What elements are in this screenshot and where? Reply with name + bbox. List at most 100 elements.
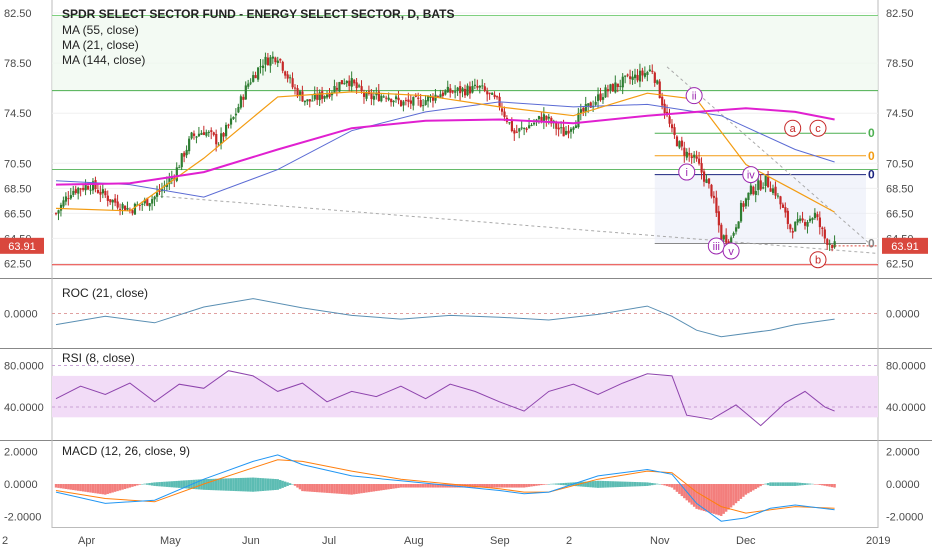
candle-body: [614, 82, 617, 93]
candle-body: [754, 190, 757, 195]
candle-body: [464, 88, 467, 96]
x-tick-label: Aug: [404, 535, 424, 547]
wave-marker: [809, 119, 827, 137]
macd-hist-bar: [619, 481, 622, 488]
macd-hist-bar: [419, 484, 422, 488]
macd-hist-bar: [623, 481, 627, 487]
candle-body: [658, 81, 661, 99]
macd-hist-bar: [138, 484, 141, 485]
macd-hist-bar: [274, 478, 277, 491]
candle-body: [192, 133, 196, 136]
macd-hist-bar: [412, 484, 415, 488]
candle-body: [279, 58, 282, 61]
macd-hist-bar: [212, 478, 215, 491]
candle-body: [451, 91, 454, 93]
macd-hist-bar: [84, 484, 87, 492]
candle-body: [823, 229, 826, 239]
candle-body: [567, 130, 570, 134]
macd-hist-bar: [79, 484, 82, 492]
candle-body: [550, 117, 553, 124]
macd-hist-bar: [131, 484, 134, 487]
candle-body: [670, 124, 674, 129]
candle-body: [301, 91, 304, 102]
macd-hist-bar: [697, 484, 701, 510]
candle-body: [609, 84, 612, 91]
indicator-layer: [52, 298, 878, 522]
macd-tick-left: -2.0000: [4, 511, 41, 523]
macd-hist-bar: [535, 484, 538, 486]
macd-tick-right: -2.0000: [886, 511, 923, 523]
macd-hist-bar: [175, 480, 178, 488]
macd-hist-bar: [823, 484, 826, 486]
macd-hist-bar: [96, 484, 100, 494]
candle-body: [698, 158, 701, 164]
macd-hist-bar: [707, 484, 711, 513]
macd-hist-bar: [643, 482, 647, 487]
candle-body: [106, 195, 109, 201]
macd-hist-bar: [510, 484, 514, 488]
candle-body: [789, 224, 792, 230]
macd-hist-bar: [160, 481, 164, 487]
macd-hist-bar: [530, 484, 533, 487]
macd-hist-bar: [434, 484, 437, 488]
candle-body: [510, 120, 514, 132]
candle-body: [786, 210, 789, 224]
candle-body: [271, 56, 275, 59]
candle-body: [409, 100, 412, 104]
macd-hist-bar: [62, 484, 65, 489]
macd-hist-bar: [429, 484, 432, 488]
candle-body: [757, 180, 760, 191]
macd-hist-bar: [638, 482, 642, 487]
macd-hist-bar: [402, 484, 405, 488]
candle-body: [417, 97, 420, 99]
macd-hist-bar: [690, 484, 693, 505]
macd-hist-bar: [564, 482, 568, 486]
candle-body: [215, 133, 218, 145]
macd-hist-bar: [264, 478, 267, 491]
candle-body: [737, 221, 740, 229]
macd-hist-bar: [426, 484, 430, 488]
macd-hist-bar: [633, 481, 637, 487]
x-tick-label: Dec: [736, 535, 756, 547]
macd-hist-bar: [207, 478, 210, 491]
macd-hist-bar: [407, 484, 410, 488]
y-tick-left: 68.50: [4, 183, 32, 195]
macd-hist-bar: [365, 484, 368, 493]
macd-hist-bar: [483, 484, 486, 488]
y-tick-right: 82.50: [886, 8, 914, 20]
macd-hist-bar: [128, 484, 132, 488]
candle-body: [710, 184, 713, 197]
macd-hist-bar: [525, 484, 528, 488]
candle-body: [661, 96, 664, 106]
candle-body: [217, 144, 220, 146]
macd-hist-bar: [352, 484, 356, 495]
macd-hist-bar: [281, 480, 284, 488]
candle-body: [220, 133, 223, 145]
candle-body: [730, 237, 733, 245]
fib-label-1: 0: [868, 149, 875, 163]
zone-shade-upper: [52, 15, 878, 91]
candle-body: [651, 70, 654, 72]
candle-body: [776, 195, 780, 197]
macd-hist-bar: [825, 484, 829, 487]
candle-body: [153, 196, 156, 200]
candle-body: [781, 204, 785, 208]
candle-body: [712, 195, 716, 198]
macd-hist-bar: [333, 484, 336, 494]
macd-hist-bar: [559, 483, 563, 485]
candle-body: [592, 106, 595, 108]
macd-hist-bar: [813, 484, 817, 485]
wave-label: b: [815, 255, 821, 267]
candle-body: [264, 56, 267, 65]
macd-hist-bar: [109, 484, 112, 494]
macd-hist-bar: [320, 484, 324, 493]
ma144-line: [55, 107, 835, 186]
macd-hist-bar: [628, 481, 632, 487]
macd-hist-bar: [552, 483, 555, 485]
macd-hist-bar: [542, 484, 546, 485]
macd-hist-bar: [291, 484, 294, 485]
candle-body: [303, 100, 307, 103]
candle-body: [190, 132, 193, 139]
fib-label-0: 0: [868, 126, 875, 140]
candle-body: [222, 132, 225, 137]
